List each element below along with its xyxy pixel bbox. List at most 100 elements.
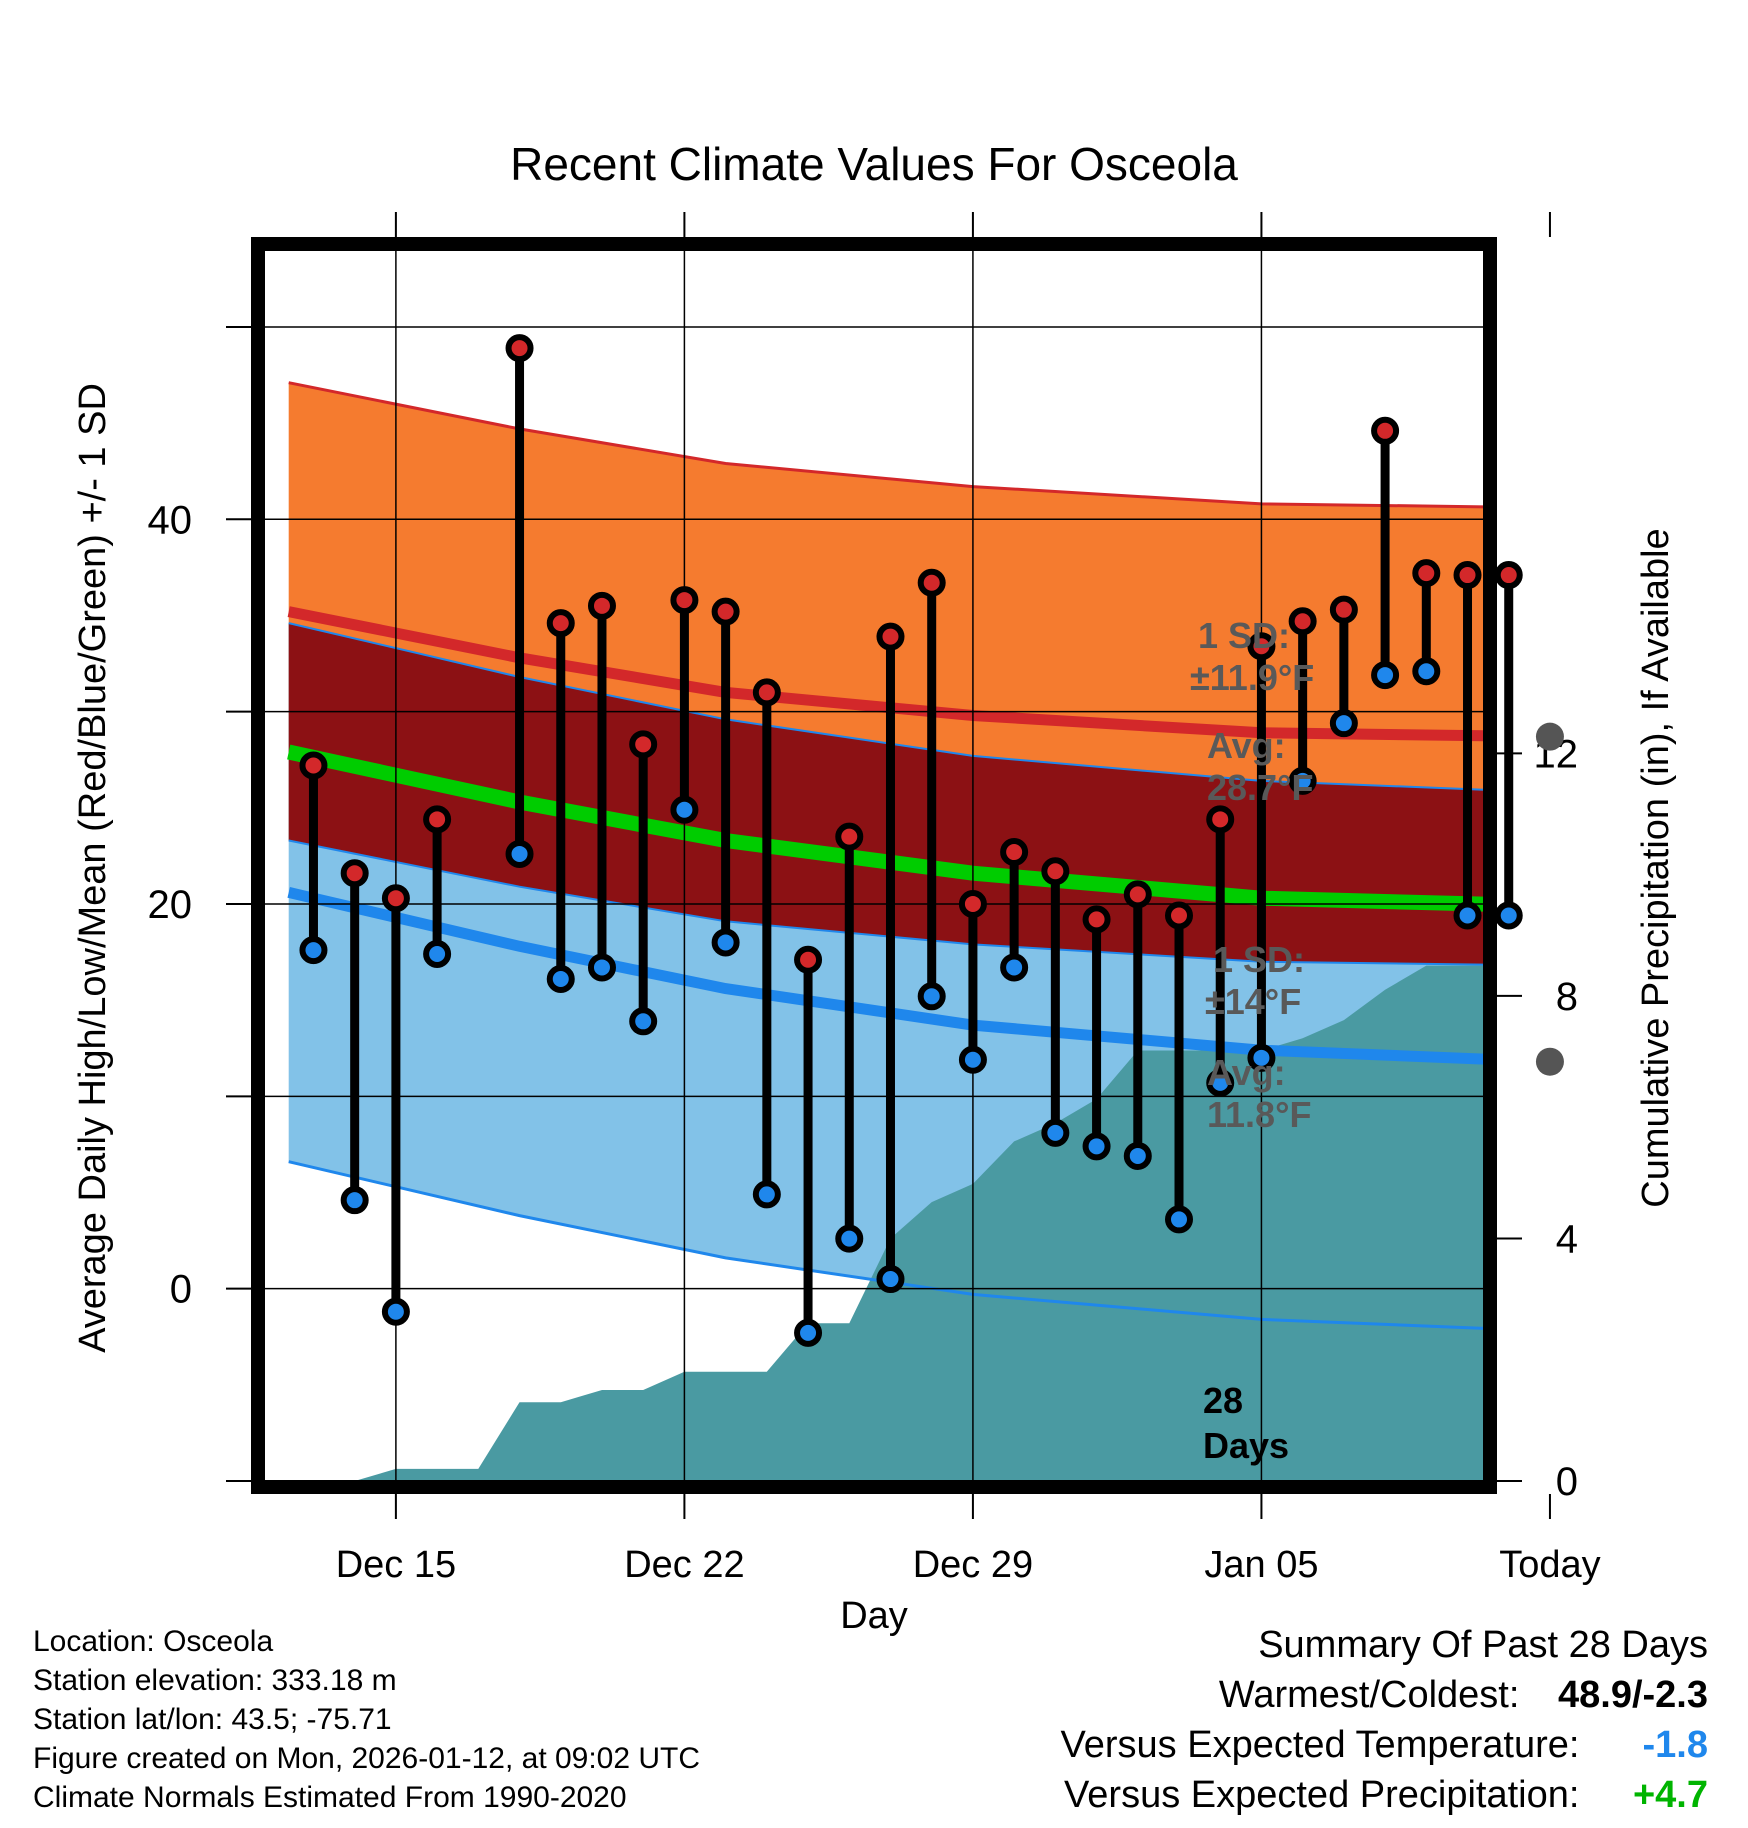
daily-high-point — [381, 884, 410, 913]
daily-low-point — [876, 1265, 905, 1294]
daily-low-point — [1412, 657, 1441, 686]
warmest-coldest-value: 48.9/-2.3 — [1558, 1674, 1708, 1716]
daily-high-point — [299, 751, 328, 780]
latlon-text: Station lat/lon: 43.5; -75.71 — [33, 1703, 392, 1736]
today-days-count: 28 — [1203, 1380, 1243, 1421]
low-sd-label: 1 SD: — [1213, 939, 1305, 980]
temp-departure-value: -1.8 — [1642, 1724, 1708, 1766]
daily-low-point — [1453, 901, 1482, 930]
high-sd-label: 1 SD: — [1198, 615, 1290, 656]
daily-low-point — [1165, 1205, 1193, 1234]
precip-departure-label: Versus Expected Precipitation: — [1064, 1774, 1580, 1816]
y-axis-label: Average Daily High/Low/Mean (Red/Blue/Gr… — [72, 383, 114, 1353]
y-tick-label: 20 — [148, 883, 193, 927]
daily-low-point — [629, 1007, 658, 1036]
daily-low-point — [1247, 1043, 1276, 1072]
created-text: Figure created on Mon, 2026-01-12, at 09… — [33, 1742, 701, 1775]
daily-low-point — [340, 1186, 369, 1215]
daily-high-point — [917, 568, 946, 597]
precip-departure-value: +4.7 — [1632, 1774, 1708, 1816]
station-info: Location: Osceola Station elevation: 333… — [33, 1622, 700, 1817]
daily-high-point — [1165, 901, 1193, 930]
daily-low-point — [299, 936, 328, 965]
low-avg-value: 11.8°F — [1207, 1094, 1311, 1135]
daily-low-point — [1329, 709, 1358, 738]
daily-high-point — [1494, 561, 1523, 590]
y-tick-label: 0 — [170, 1268, 192, 1312]
low-sd-value: ±14°F — [1205, 981, 1301, 1022]
daily-high-point — [1288, 607, 1317, 636]
daily-high-point — [1206, 805, 1235, 834]
daily-low-point — [505, 839, 534, 868]
daily-low-point — [1288, 766, 1317, 795]
daily-high-point — [340, 859, 369, 888]
daily-high-point — [1247, 632, 1276, 661]
daily-low-point — [917, 982, 946, 1011]
daily-low-point — [752, 1180, 781, 1209]
daily-high-point — [1082, 905, 1111, 934]
daily-low-point — [546, 964, 575, 993]
daily-high-point — [1371, 416, 1400, 445]
low-avg-marker — [1535, 1047, 1564, 1076]
daily-low-point — [587, 953, 616, 982]
daily-high-point — [423, 805, 452, 834]
daily-low-point — [381, 1297, 410, 1326]
daily-low-point — [1123, 1141, 1152, 1170]
daily-low-point — [794, 1318, 823, 1347]
daily-high-point — [1000, 838, 1029, 867]
daily-low-point — [1371, 661, 1400, 690]
daily-low-point — [835, 1224, 864, 1253]
low-avg-label: Avg: — [1207, 1052, 1286, 1093]
daily-high-point — [546, 609, 575, 638]
normal-mean-line — [287, 744, 1484, 912]
daily-high-point — [505, 334, 534, 363]
warmest-coldest-label: Warmest/Coldest: — [1218, 1674, 1520, 1716]
summary-precip: Versus Expected Precipitation: +4.7 — [1061, 1770, 1708, 1820]
x-tick-label: Dec 15 — [336, 1544, 456, 1586]
y-tick-label: 40 — [148, 498, 193, 542]
y2-tick-label: 4 — [1556, 1217, 1578, 1261]
daily-low-point — [1041, 1118, 1070, 1147]
y2-tick-label: 8 — [1556, 975, 1578, 1019]
daily-low-point — [711, 928, 740, 957]
daily-high-point — [1041, 857, 1070, 886]
daily-high-point — [876, 622, 905, 651]
x-tick-label: Dec 29 — [913, 1544, 1033, 1586]
daily-high-point — [711, 597, 740, 626]
x-tick-label: Jan 05 — [1204, 1544, 1318, 1586]
daily-high-point — [958, 889, 987, 918]
x-tick-label: Today — [1499, 1544, 1600, 1586]
daily-high-point — [835, 822, 864, 851]
summary-title: Summary Of Past 28 Days — [1258, 1624, 1708, 1666]
y2-tick-label: 0 — [1556, 1460, 1578, 1504]
precip-area — [288, 965, 1484, 1481]
plot-frame — [251, 237, 1497, 1494]
daily-high-point — [752, 678, 781, 707]
daily-low-point — [958, 1045, 987, 1074]
normal-high-line — [287, 606, 1484, 742]
daily-high-point — [794, 945, 823, 974]
high-avg-label: Avg: — [1207, 725, 1286, 766]
daily-high-point — [1453, 561, 1482, 590]
daily-low-point — [1206, 1068, 1235, 1097]
high-lower-sd-line — [288, 839, 1484, 966]
daily-high-point — [1329, 595, 1358, 624]
normals-text: Climate Normals Estimated From 1990-2020 — [33, 1781, 627, 1814]
elevation-text: Station elevation: 333.18 m — [33, 1664, 397, 1697]
summary-panel: Summary Of Past 28 Days Warmest/Coldest:… — [1061, 1620, 1708, 1820]
high-avg-marker — [1535, 722, 1564, 751]
chart-title: Recent Climate Values For Osceola — [510, 138, 1238, 190]
today-days-label: Days — [1203, 1425, 1289, 1466]
x-axis-label: Day — [840, 1595, 908, 1637]
daily-high-point — [1123, 880, 1152, 909]
daily-high-point — [670, 586, 699, 615]
daily-low-point — [670, 795, 699, 824]
location-text: Location: Osceola — [33, 1625, 274, 1658]
daily-high-point — [629, 730, 658, 759]
temp-departure-label: Versus Expected Temperature: — [1060, 1724, 1580, 1766]
high-upper-sd-line — [288, 381, 1484, 509]
daily-low-point — [1494, 901, 1523, 930]
daily-high-point — [587, 591, 616, 620]
